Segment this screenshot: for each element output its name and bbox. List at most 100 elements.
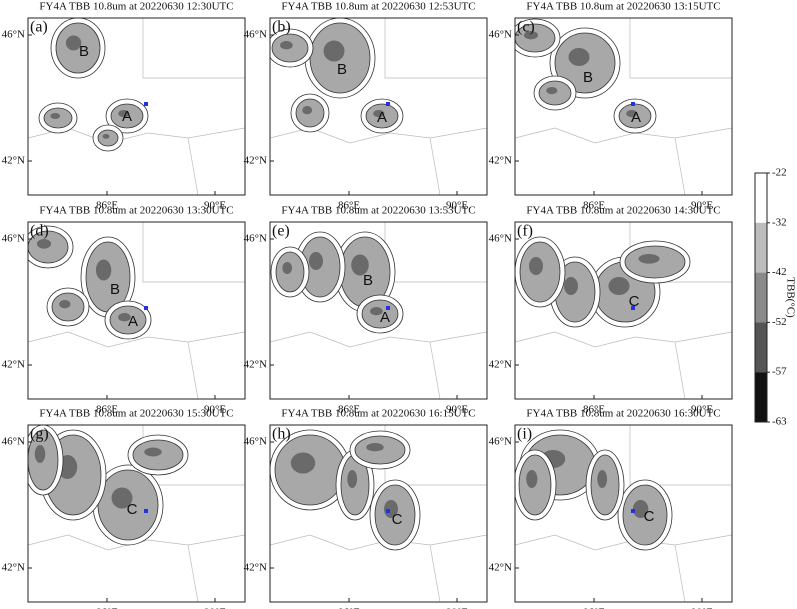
cloud-core — [37, 239, 51, 249]
station-marker — [144, 306, 148, 310]
cloud-core — [546, 87, 558, 95]
panel-title: FY4A TBB 10.8um at 20220630 14:30UTC — [526, 205, 720, 217]
station-marker — [386, 509, 390, 513]
map-panel: FY4A TBB 10.8um at 20220630 14:30UTC (f) 4… — [489, 205, 733, 416]
cloud-core — [347, 470, 358, 488]
cloud-core — [111, 487, 133, 509]
cloud-core — [309, 252, 323, 270]
colorbar-segment — [755, 322, 767, 373]
map-panel: FY4A TBB 10.8um at 20220630 13:15UTC (c) 4… — [489, 1, 733, 212]
panel-label: (c) — [517, 19, 535, 36]
map-content — [515, 222, 732, 399]
lon-label: 86°E — [338, 404, 360, 416]
panel-title: FY4A TBB 10.8um at 20220630 13:15UTC — [526, 1, 720, 13]
cloud-core — [626, 110, 638, 118]
colorbar-segment — [755, 222, 767, 273]
lon-label: 90°E — [446, 404, 468, 416]
border-line — [515, 425, 732, 602]
panel-title: FY4A TBB 10.8um at 20220630 12:53UTC — [281, 1, 475, 13]
lat-label: 42°N — [244, 359, 267, 371]
map-content — [28, 425, 245, 602]
colorbar-label: TBB(°C) — [784, 277, 796, 318]
panel-title: FY4A TBB 10.8um at 20220630 15:30UTC — [39, 408, 233, 420]
map-panel: FY4A TBB 10.8um at 20220630 16:15UTC (h) 4… — [244, 408, 488, 609]
cloud-core — [564, 277, 578, 295]
cloud-core — [384, 500, 398, 518]
station-marker — [386, 306, 390, 310]
panel-label: (a) — [30, 19, 48, 36]
cloud-core — [95, 259, 112, 281]
annotation: A — [122, 108, 132, 125]
lat-label: 46°N — [2, 29, 25, 41]
lat-label: 42°N — [2, 359, 25, 371]
lat-label: 46°N — [244, 29, 267, 41]
cloud-core — [608, 277, 630, 295]
annotation: C — [644, 508, 655, 525]
annotation: C — [629, 293, 640, 310]
panel-label: (f) — [517, 223, 533, 240]
lon-label: 90°E — [691, 404, 713, 416]
cloud-core — [373, 110, 385, 118]
lon-label: 86°E — [96, 404, 118, 416]
lon-label: 90°E — [691, 607, 713, 609]
annotation: A — [128, 313, 138, 330]
lon-label: 86°E — [96, 200, 118, 212]
panel-label: (g) — [30, 426, 49, 443]
lat-label: 46°N — [489, 29, 512, 41]
lon-label: 86°E — [338, 607, 360, 609]
lat-label: 42°N — [2, 155, 25, 167]
cloud-core — [526, 470, 538, 488]
map-frame — [27, 17, 246, 196]
lat-label: 42°N — [2, 562, 25, 574]
cloud-core — [351, 254, 369, 276]
lon-label: 90°E — [691, 200, 713, 212]
lat-label: 42°N — [244, 155, 267, 167]
map-content — [270, 222, 487, 399]
lon-label: 86°E — [583, 404, 605, 416]
map-frame — [269, 221, 488, 400]
cloud-core — [280, 41, 293, 50]
border-line — [28, 222, 245, 399]
lon-label: 90°E — [204, 200, 226, 212]
station-marker — [144, 509, 148, 513]
map-content — [270, 18, 487, 195]
cloud-core — [102, 134, 110, 139]
map-content — [515, 425, 732, 602]
cloud-core — [290, 452, 316, 474]
colorbar-tick-label: -63 — [772, 416, 787, 428]
colorbar-segment — [755, 173, 767, 223]
cloud-core — [118, 110, 130, 118]
lat-label: 42°N — [244, 562, 267, 574]
panel-title: FY4A TBB 10.8um at 20220630 13:30UTC — [39, 205, 233, 217]
map-panel: FY4A TBB 10.8um at 20220630 15:30UTC (g) 4… — [2, 408, 246, 609]
map-content — [270, 425, 487, 602]
panel-label: (e) — [272, 223, 290, 240]
lon-label: 86°E — [583, 200, 605, 212]
panel-title: FY4A TBB 10.8um at 20220630 16:30UTC — [526, 408, 720, 420]
panel-label: (i) — [517, 426, 532, 443]
colorbar-tick-label: -42 — [772, 266, 787, 278]
colorbar-tick-label: -57 — [772, 366, 787, 378]
map-content — [515, 18, 732, 195]
annotation: C — [392, 511, 403, 528]
annotation: B — [110, 281, 120, 298]
cloud-core — [529, 257, 543, 275]
annotation: B — [363, 272, 373, 289]
map-panel: FY4A TBB 10.8um at 20220630 13:30UTC (d) 4… — [2, 205, 246, 416]
lat-label: 42°N — [489, 562, 512, 574]
cloud-core — [597, 470, 608, 488]
lon-label: 90°E — [204, 404, 226, 416]
panel-title: FY4A TBB 10.8um at 20220630 12:30UTC — [39, 1, 233, 13]
colorbar-segment — [755, 372, 767, 422]
cloud-core — [568, 48, 590, 66]
lon-label: 86°E — [338, 200, 360, 212]
panel-label: (h) — [272, 426, 291, 443]
map-frame — [514, 424, 733, 603]
lat-label: 46°N — [244, 233, 267, 245]
lat-label: 46°N — [489, 436, 512, 448]
panel-title: FY4A TBB 10.8um at 20220630 13:53UTC — [281, 205, 475, 217]
panel-label: (d) — [30, 223, 49, 240]
panel-label: (b) — [272, 19, 291, 36]
lon-label: 90°E — [204, 607, 226, 609]
